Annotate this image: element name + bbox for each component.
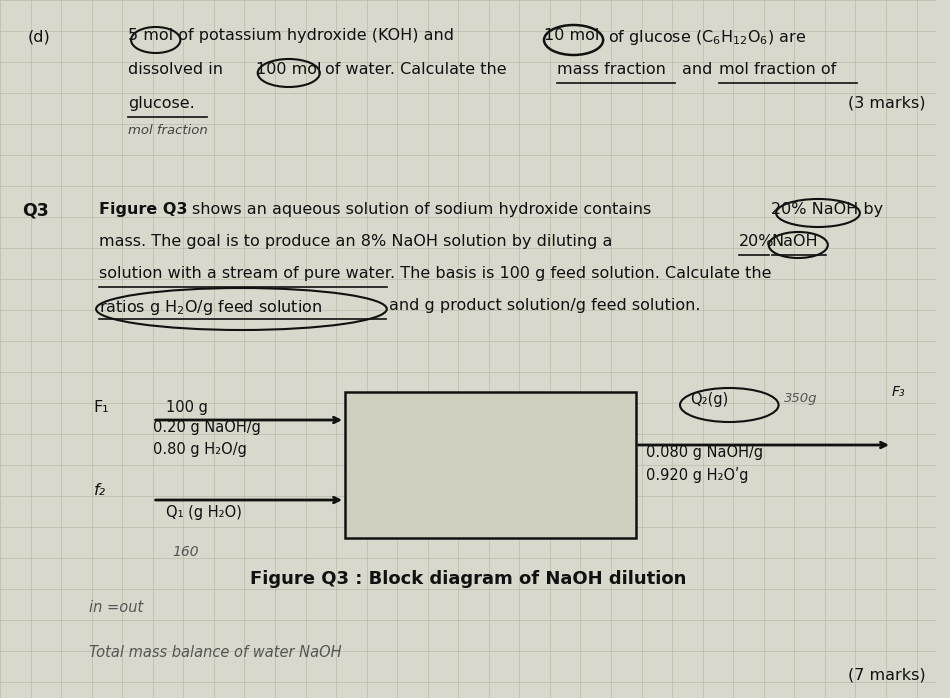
- Text: 20%: 20%: [739, 234, 774, 249]
- Text: of water. Calculate the: of water. Calculate the: [325, 62, 507, 77]
- Text: mass fraction: mass fraction: [557, 62, 666, 77]
- Text: 350g: 350g: [784, 392, 817, 405]
- Text: and: and: [682, 62, 712, 77]
- Text: solution with a stream of pure water. The basis is 100 g feed solution. Calculat: solution with a stream of pure water. Th…: [99, 266, 771, 281]
- Text: dissolved in: dissolved in: [128, 62, 223, 77]
- Text: mol fraction of: mol fraction of: [719, 62, 837, 77]
- Text: Figure Q3 : Block diagram of NaOH dilution: Figure Q3 : Block diagram of NaOH diluti…: [250, 570, 686, 588]
- Text: (3 marks): (3 marks): [847, 96, 925, 111]
- Text: (7 marks): (7 marks): [847, 668, 925, 683]
- Text: glucose.: glucose.: [128, 96, 195, 111]
- Text: 0.20 g NaOH/g: 0.20 g NaOH/g: [153, 420, 260, 435]
- Text: Q₁ (g H₂O): Q₁ (g H₂O): [165, 505, 241, 520]
- Text: 0.80 g H₂O/g: 0.80 g H₂O/g: [153, 442, 247, 457]
- Text: F₁: F₁: [94, 400, 109, 415]
- Text: 0.080 g NaOH/g: 0.080 g NaOH/g: [645, 445, 763, 460]
- Text: 100 mol: 100 mol: [256, 62, 322, 77]
- Text: mol fraction: mol fraction: [128, 124, 208, 137]
- Text: 20% NaOH by: 20% NaOH by: [770, 202, 883, 217]
- Text: 100 g: 100 g: [165, 400, 207, 415]
- Text: 10 mol: 10 mol: [544, 28, 599, 43]
- Text: F₃: F₃: [892, 385, 905, 399]
- Text: 160: 160: [173, 545, 200, 559]
- Text: 5 mol of potassium hydroxide (KOH) and: 5 mol of potassium hydroxide (KOH) and: [128, 28, 454, 43]
- FancyBboxPatch shape: [345, 392, 636, 538]
- Text: Q3: Q3: [22, 202, 48, 220]
- Text: Q₂(g): Q₂(g): [690, 392, 728, 407]
- Text: mass. The goal is to produce an 8% NaOH solution by diluting a: mass. The goal is to produce an 8% NaOH …: [99, 234, 612, 249]
- Text: ratios g H$_2$O/g feed solution: ratios g H$_2$O/g feed solution: [99, 298, 322, 317]
- Text: Figure Q3: Figure Q3: [99, 202, 187, 217]
- Text: of glucose (C$_6$H$_{12}$O$_6$) are: of glucose (C$_6$H$_{12}$O$_6$) are: [608, 28, 807, 47]
- Text: and g product solution/g feed solution.: and g product solution/g feed solution.: [390, 298, 701, 313]
- Text: shows an aqueous solution of sodium hydroxide contains: shows an aqueous solution of sodium hydr…: [192, 202, 652, 217]
- Text: Total mass balance of water NaOH: Total mass balance of water NaOH: [88, 645, 341, 660]
- Text: 0.920 g H₂Oʹg: 0.920 g H₂Oʹg: [645, 467, 748, 483]
- Text: (d): (d): [28, 30, 50, 45]
- Text: f₂: f₂: [94, 483, 105, 498]
- Text: NaOH: NaOH: [771, 234, 818, 249]
- Text: in =out: in =out: [88, 600, 142, 615]
